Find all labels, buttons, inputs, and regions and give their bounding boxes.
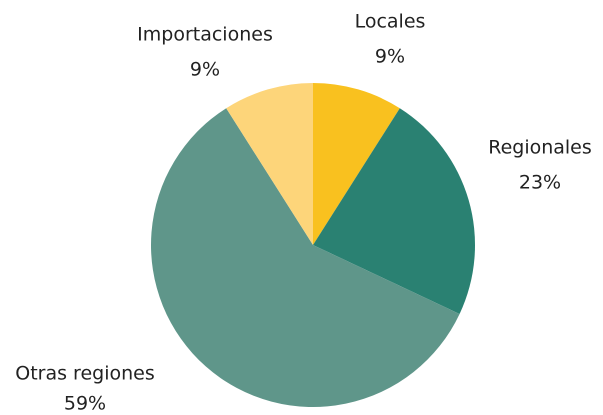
slice-label: Importaciones — [137, 24, 273, 46]
slice-label: Otras regiones — [15, 363, 154, 385]
slice-label: Locales — [355, 11, 426, 33]
slice-value-label: 9% — [190, 59, 220, 81]
pie-slice — [313, 83, 400, 245]
slice-value-label: 23% — [519, 172, 561, 194]
slice-value-label: 9% — [375, 46, 405, 68]
slice-label: Regionales — [488, 137, 592, 159]
pie-slice — [150, 108, 460, 408]
pie-slice — [226, 83, 313, 245]
slice-value-label: 59% — [64, 393, 106, 415]
pie-slice — [313, 108, 475, 314]
